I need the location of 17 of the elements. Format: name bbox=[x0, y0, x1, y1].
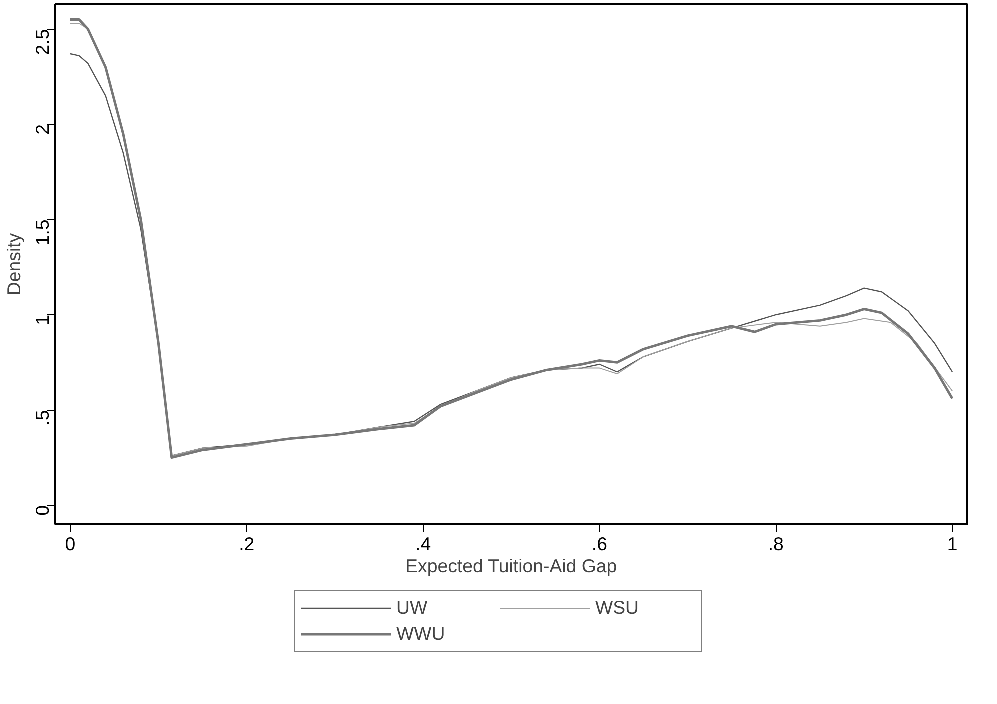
y-axis-title: Density bbox=[4, 232, 24, 296]
x-tick-label: .8 bbox=[768, 534, 784, 554]
y-tick-label: 0 bbox=[32, 505, 53, 516]
x-tick-label: .2 bbox=[239, 534, 255, 554]
legend-label: UW bbox=[396, 597, 429, 619]
y-tick-label: 1 bbox=[32, 314, 53, 326]
x-axis-title: Expected Tuition-Aid Gap bbox=[406, 556, 618, 576]
legend-label: WWU bbox=[396, 623, 446, 645]
y-tick-label: .5 bbox=[32, 410, 53, 426]
x-tick-label: .4 bbox=[416, 534, 432, 554]
x-tick-label: 0 bbox=[65, 534, 76, 554]
y-tick-label: 2.5 bbox=[32, 29, 53, 56]
y-tick-label: 1.5 bbox=[32, 220, 53, 246]
y-tick-label: 2 bbox=[32, 124, 53, 135]
x-tick-label: 1 bbox=[947, 534, 958, 554]
x-tick-label: .6 bbox=[592, 534, 608, 554]
legend-label: WSU bbox=[595, 597, 640, 619]
